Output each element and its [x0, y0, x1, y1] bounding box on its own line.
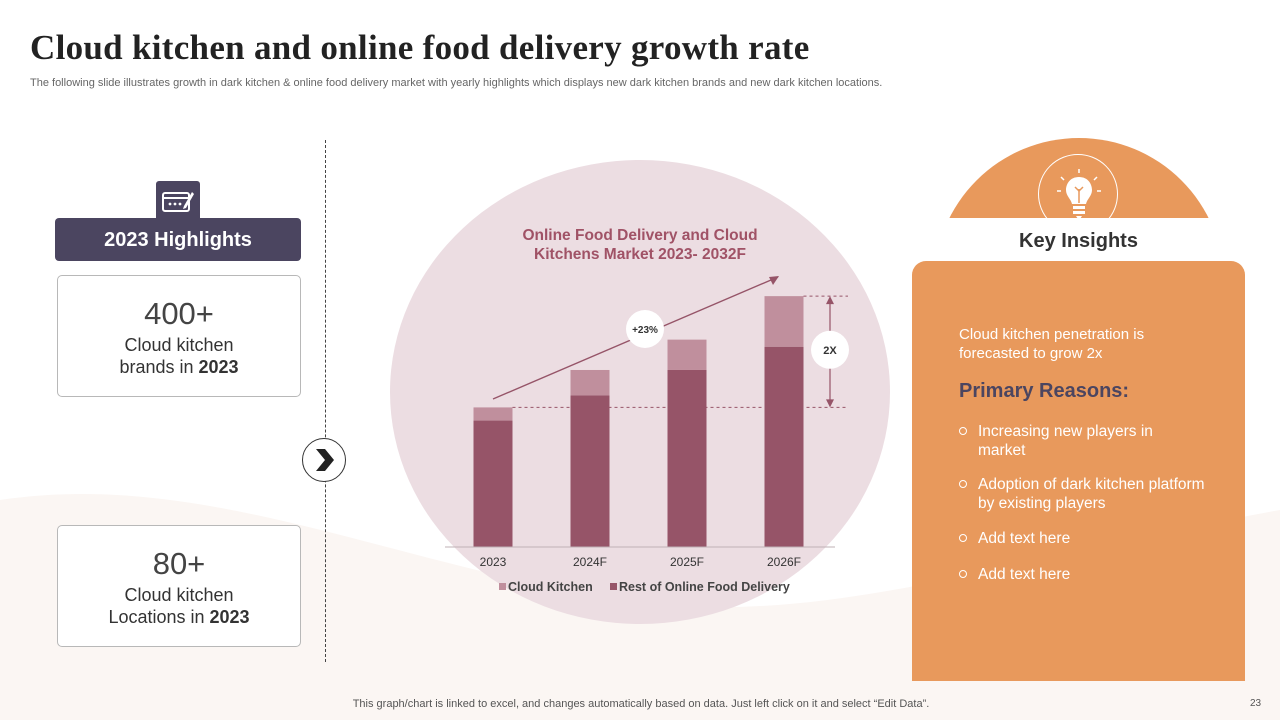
reason-item: Add text here — [959, 529, 1219, 548]
stat-value: 400+ — [144, 296, 214, 331]
stat-label: Cloud kitchen Locations in 2023 — [58, 584, 300, 628]
stat-label-line2: Locations in 2023 — [58, 606, 300, 628]
circle-bullet-icon — [959, 570, 967, 578]
reason-text: Adoption of dark kitchen platform by exi… — [978, 476, 1205, 512]
x-tick-label: 2024F — [573, 555, 607, 569]
reason-text: Add text here — [978, 566, 1071, 583]
bar-cloud-kitchen-2026F — [764, 296, 804, 347]
x-tick-label: 2026F — [767, 555, 801, 569]
vertical-divider — [325, 140, 326, 662]
stat-card-locations: 80+ Cloud kitchen Locations in 2023 — [57, 525, 301, 647]
stat-label-prefix: Locations in — [108, 607, 210, 627]
insights-lead-text: Cloud kitchen penetration is forecasted … — [959, 326, 1145, 362]
chart-legend: Cloud Kitchen Rest of Online Food Delive… — [499, 580, 790, 594]
stat-label-line1: Cloud kitchen — [124, 585, 234, 605]
circle-bullet-icon — [959, 480, 967, 488]
x-tick-label: 2023 — [480, 555, 507, 569]
stat-label-line1: Cloud kitchen — [124, 335, 234, 355]
circle-bullet-icon — [959, 427, 967, 435]
reason-text: Add text here — [978, 530, 1071, 547]
insights-panel — [912, 261, 1245, 681]
chart-title-line2: Kitchens Market 2023- 2032F — [534, 246, 746, 263]
circle-bullet-icon — [959, 534, 967, 542]
page-number: 23 — [1250, 698, 1262, 709]
multiplier-arrowhead-top — [826, 296, 834, 305]
legend-swatch-rest — [610, 583, 617, 590]
bar-cloud-kitchen-2024F — [570, 369, 610, 396]
highlights-banner: 2023 Highlights — [55, 218, 301, 261]
growth-trend-arrowhead — [769, 276, 779, 285]
insights-header: Key Insights — [912, 218, 1245, 261]
page-subtitle: The following slide illustrates growth i… — [30, 77, 883, 89]
next-arrow-button[interactable] — [302, 438, 346, 482]
bar-cloud-kitchen-2023 — [473, 407, 513, 421]
chart-title-line1: Online Food Delivery and Cloud — [522, 227, 757, 244]
reasons-list: Increasing new players in market Adoptio… — [959, 422, 1219, 584]
multiplier-arrowhead-bottom — [826, 399, 834, 408]
reason-item: Increasing new players in market — [959, 422, 1153, 460]
reason-text: Increasing new players in market — [978, 423, 1153, 459]
bar-rest-of-delivery-2024F — [570, 395, 610, 547]
multiplier-label: 2X — [823, 345, 837, 357]
stat-label-prefix: brands in — [119, 357, 199, 377]
growth-badge — [626, 310, 664, 348]
bar-cloud-kitchen-2025F — [667, 339, 707, 370]
growth-label: +23% — [632, 325, 658, 336]
x-tick-label: 2025F — [670, 555, 704, 569]
stat-card-brands: 400+ Cloud kitchen brands in 2023 — [57, 275, 301, 397]
legend-label-cloud-kitchen: Cloud Kitchen — [508, 580, 593, 594]
multiplier-badge — [811, 330, 849, 369]
primary-reasons-title: Primary Reasons: — [959, 380, 1130, 402]
legend-label-rest: Rest of Online Food Delivery — [619, 580, 790, 594]
footer-note: This graph/chart is linked to excel, and… — [0, 698, 1280, 710]
bar-rest-of-delivery-2026F — [764, 346, 804, 547]
legend-swatch-cloud-kitchen — [499, 583, 506, 590]
page-title: Cloud kitchen and online food delivery g… — [30, 28, 810, 67]
stat-label-line2: brands in 2023 — [58, 356, 300, 378]
chevron-right-icon — [316, 449, 334, 471]
stat-value: 80+ — [152, 546, 206, 581]
reason-item: Adoption of dark kitchen platform by exi… — [959, 475, 1219, 513]
stat-label-year: 2023 — [198, 357, 239, 377]
bar-rest-of-delivery-2023 — [473, 420, 513, 547]
bar-rest-of-delivery-2025F — [667, 369, 707, 547]
stat-label-year: 2023 — [209, 607, 250, 627]
footer-text: This graph/chart is linked to excel, and… — [352, 698, 930, 710]
reason-item: Add text here — [959, 565, 1219, 584]
stat-label: Cloud kitchen brands in 2023 — [58, 334, 300, 378]
